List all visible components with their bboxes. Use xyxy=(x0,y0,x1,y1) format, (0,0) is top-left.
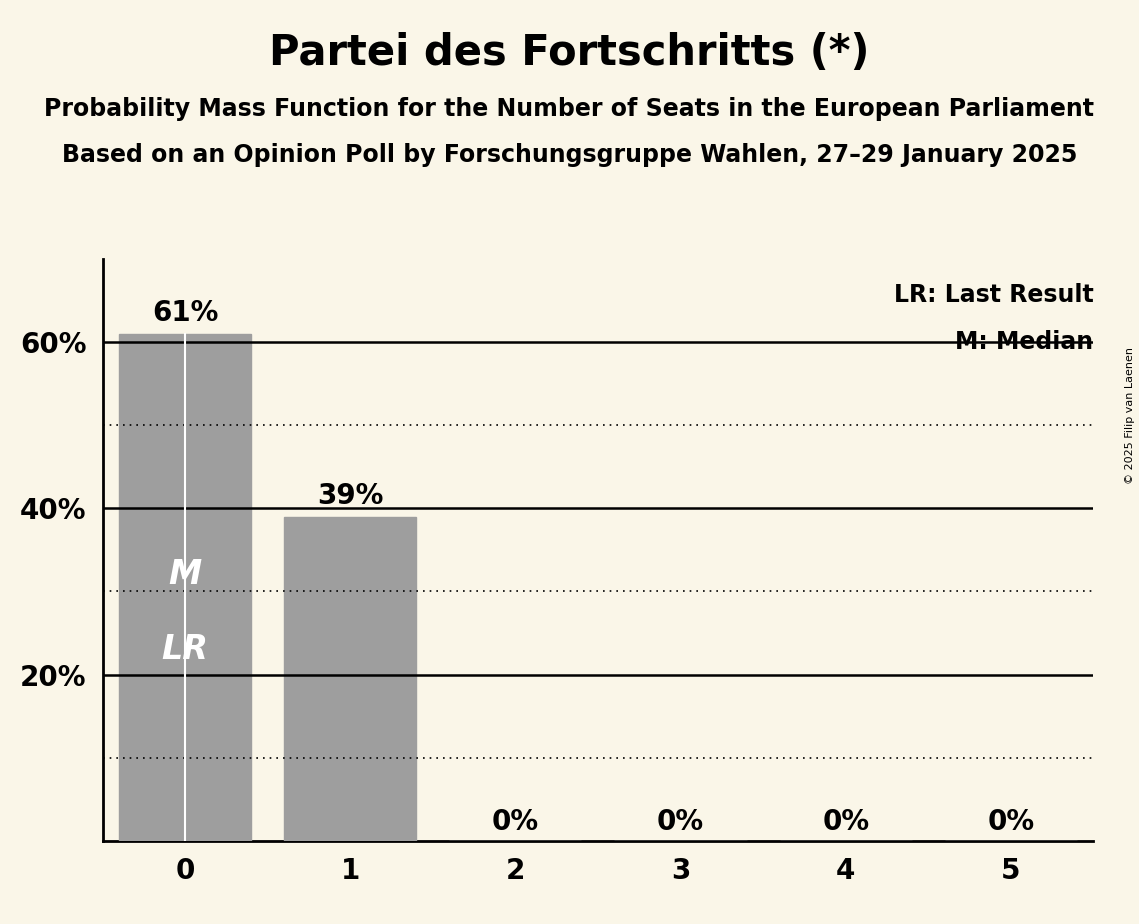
Text: 0%: 0% xyxy=(492,808,539,836)
Text: 0%: 0% xyxy=(822,808,869,836)
Text: 39%: 39% xyxy=(317,481,384,510)
Text: LR: Last Result: LR: Last Result xyxy=(894,283,1093,307)
Text: Partei des Fortschritts (*): Partei des Fortschritts (*) xyxy=(269,32,870,74)
Text: © 2025 Filip van Laenen: © 2025 Filip van Laenen xyxy=(1125,347,1134,484)
Text: 0%: 0% xyxy=(988,808,1034,836)
Bar xyxy=(118,334,251,841)
Text: Probability Mass Function for the Number of Seats in the European Parliament: Probability Mass Function for the Number… xyxy=(44,97,1095,121)
Text: M: M xyxy=(169,558,202,591)
Text: 0%: 0% xyxy=(657,808,704,836)
Text: LR: LR xyxy=(162,633,208,666)
Bar xyxy=(285,517,417,841)
Text: 61%: 61% xyxy=(151,298,219,327)
Text: Based on an Opinion Poll by Forschungsgruppe Wahlen, 27–29 January 2025: Based on an Opinion Poll by Forschungsgr… xyxy=(62,143,1077,167)
Text: M: Median: M: Median xyxy=(956,330,1093,354)
